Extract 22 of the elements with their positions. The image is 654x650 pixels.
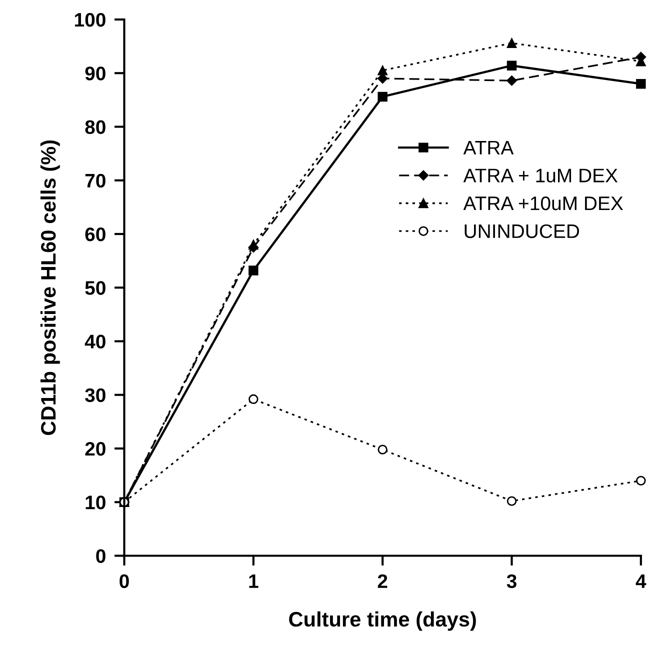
y-tick-label: 30 [85,388,106,402]
y-tick-label: 70 [85,174,106,188]
x-tick-label: 2 [378,574,388,588]
x-tick-label: 4 [636,574,646,588]
legend-label: ATRA [463,140,514,154]
y-tick-label: 40 [84,334,106,348]
y-tick-label: 20 [85,442,106,456]
y-tick-label: 100 [74,12,106,27]
y-tick-label: 60 [85,227,106,242]
x-tick-label: 0 [120,574,129,588]
y-tick-label: 80 [85,120,106,134]
legend-label: UNINDUCED [464,224,580,238]
y-axis-title: CD11b positive HL60 cells (%) [40,140,60,435]
legend-label: ATRA +10uM DEX [463,196,624,210]
x-tick-label: 1 [249,574,258,588]
legend-label: ATRA + 1uM DEX [463,168,618,182]
y-tick-label: 10 [86,496,106,510]
y-tick-label: 50 [85,281,106,295]
x-axis-title: Culture time (days) [289,611,476,631]
x-tick-label: 3 [506,574,516,588]
y-tick-label: 0 [96,549,106,563]
y-tick-label: 90 [85,66,106,80]
